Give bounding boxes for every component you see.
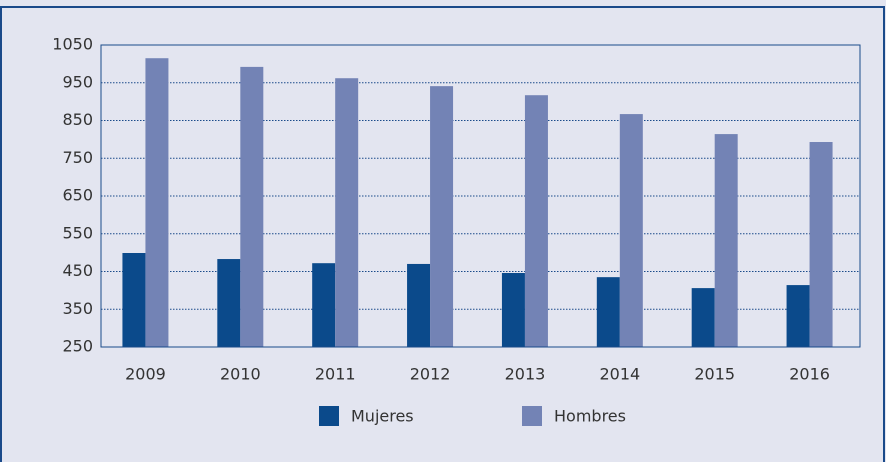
bar [430, 86, 454, 348]
y-tick-label: 350 [62, 299, 93, 318]
bar [407, 263, 431, 347]
x-tick-label: 2012 [410, 365, 451, 384]
bar [145, 58, 169, 348]
x-tick-label: 2014 [599, 365, 640, 384]
legend-label: Hombres [554, 407, 626, 426]
y-tick-label: 250 [62, 337, 93, 356]
x-tick-label: 2009 [125, 365, 166, 384]
bar [596, 277, 620, 347]
y-tick-label: 850 [62, 110, 93, 129]
y-tick-label: 650 [62, 186, 93, 205]
x-tick-label: 2016 [789, 365, 830, 384]
bar [240, 66, 264, 348]
bar [786, 285, 810, 347]
bar [217, 259, 241, 347]
bar [335, 78, 359, 347]
y-tick-label: 450 [62, 261, 93, 280]
x-tick-label: 2010 [220, 365, 261, 384]
bar [809, 142, 833, 347]
bar [312, 263, 336, 347]
bar [122, 253, 146, 347]
frame [0, 6, 885, 462]
y-tick-label: 550 [62, 223, 93, 242]
legend-label: Mujeres [351, 407, 414, 426]
plot-border [100, 44, 861, 348]
bar [714, 134, 738, 347]
x-tick-label: 2013 [505, 365, 546, 384]
bar [691, 288, 715, 347]
legend-swatch [319, 406, 339, 426]
legend-swatch [522, 406, 542, 426]
bar [524, 95, 548, 348]
y-tick-label: 950 [62, 72, 93, 91]
bar [501, 273, 525, 347]
x-tick-label: 2011 [315, 365, 356, 384]
y-tick-label: 750 [62, 148, 93, 167]
y-tick-label: 1050 [52, 35, 93, 54]
x-tick-label: 2015 [694, 365, 735, 384]
bar [619, 114, 643, 348]
